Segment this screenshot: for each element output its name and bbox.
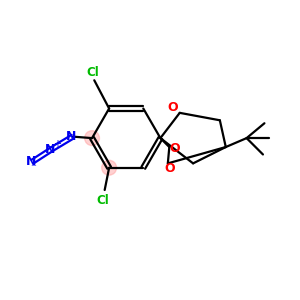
Text: O: O [169,142,180,155]
Text: ⁻: ⁻ [30,163,36,173]
Circle shape [85,131,100,146]
Text: Cl: Cl [86,66,99,79]
Text: O: O [164,162,175,175]
Circle shape [102,160,117,175]
Text: O: O [168,101,178,114]
Text: N: N [66,130,76,142]
Text: Cl: Cl [97,194,110,207]
Text: N: N [45,142,56,156]
Text: +: + [53,139,61,149]
Text: N: N [26,155,36,168]
